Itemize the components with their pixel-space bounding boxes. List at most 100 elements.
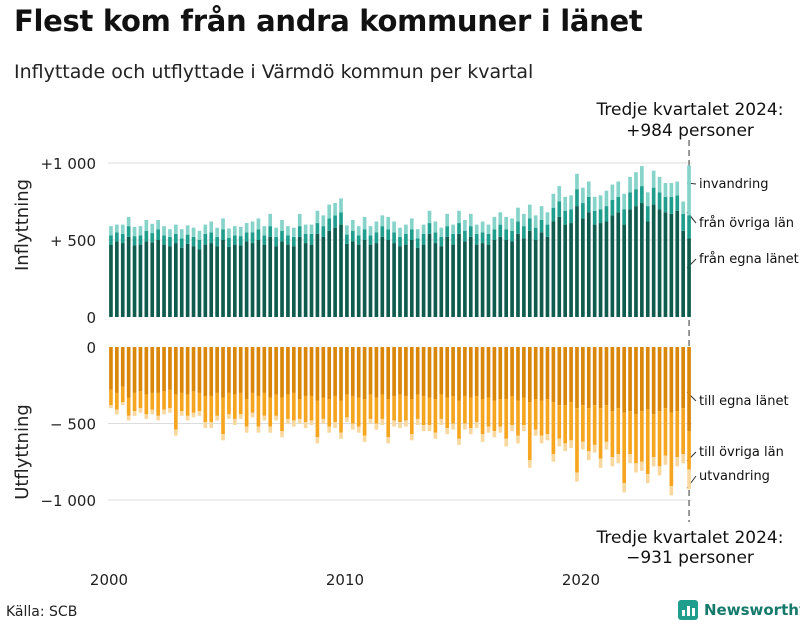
bar-segment-outflow-2 (126, 397, 131, 416)
bar-segment-inflow-2 (433, 232, 438, 244)
bar-segment-inflow-3 (604, 190, 609, 207)
bar-segment-inflow-2 (404, 233, 408, 245)
annotation-top-line2: +984 personer (626, 121, 754, 141)
bar-segment-inflow-1 (297, 236, 302, 317)
bar-segment-outflow-3 (598, 458, 603, 468)
bar-segment-inflow-3 (256, 218, 261, 230)
bar-segment-outflow-1 (244, 347, 249, 400)
bar-segment-outflow-2 (522, 397, 526, 426)
bar-segment-inflow-3 (592, 196, 597, 211)
bar-segment-outflow-1 (486, 347, 491, 398)
bar-segment-inflow-2 (421, 233, 426, 245)
bar-segment-outflow-1 (345, 347, 349, 395)
bar-segment-outflow-1 (356, 347, 361, 398)
bar-segment-outflow-3 (539, 435, 544, 444)
bar-segment-inflow-2 (645, 206, 650, 222)
bar-segment-outflow-2 (356, 397, 361, 427)
bar-segment-outflow-3 (468, 428, 473, 435)
bar-segment-inflow-2 (468, 226, 473, 237)
bar-segment-outflow-2 (392, 395, 396, 421)
bar-segment-outflow-2 (474, 395, 479, 422)
bar-segment-outflow-3 (592, 444, 597, 453)
bar-segment-inflow-2 (575, 189, 579, 207)
bar-segment-outflow-1 (138, 347, 143, 392)
bar-segment-inflow-3 (463, 219, 467, 231)
bar-segment-outflow-2 (463, 395, 467, 424)
annotation-top-line1: Tredje kvartalet 2024: (596, 100, 784, 120)
bar-segment-outflow-2 (634, 414, 638, 464)
bar-segment-inflow-1 (510, 241, 514, 317)
bar-segment-inflow-3 (545, 212, 550, 225)
bar-segment-outflow-3 (398, 421, 402, 429)
bar-segment-outflow-2 (280, 397, 284, 432)
bar-segment-inflow-2 (274, 236, 278, 247)
bar-segment-inflow-1 (645, 221, 650, 317)
bar-segment-outflow-3 (522, 425, 526, 432)
bar-segment-outflow-3 (138, 408, 143, 413)
bar-segment-inflow-2 (321, 226, 326, 237)
bar-segment-outflow-1 (474, 347, 479, 396)
bar-segment-inflow-2 (675, 195, 680, 211)
bar-segment-outflow-3 (345, 417, 349, 422)
bar-segment-outflow-2 (303, 395, 308, 422)
bar-segment-outflow-3 (156, 415, 160, 421)
bar-segment-inflow-1 (168, 246, 172, 317)
bar-segment-inflow-3 (409, 218, 414, 230)
bar-segment-outflow-2 (115, 392, 119, 410)
bar-segment-inflow-2 (634, 189, 638, 207)
bar-segment-outflow-1 (604, 347, 609, 406)
bar-segment-inflow-3 (539, 206, 544, 220)
bar-segment-inflow-2 (474, 233, 479, 245)
bar-segment-outflow-1 (398, 347, 402, 395)
bar-segment-outflow-1 (280, 347, 284, 398)
bar-segment-inflow-1 (628, 209, 632, 317)
bar-segment-outflow-2 (297, 399, 302, 419)
bar-segment-inflow-2 (604, 206, 609, 222)
bar-segment-inflow-2 (232, 235, 237, 245)
bar-segment-inflow-3 (327, 204, 332, 219)
bar-segment-inflow-3 (380, 215, 385, 227)
bar-segment-inflow-2 (569, 209, 573, 224)
series-label-out-other-county: till övriga län (699, 445, 784, 460)
bar-segment-inflow-1 (545, 236, 550, 317)
bar-segment-outflow-1 (504, 347, 509, 400)
bar-segment-outflow-2 (162, 391, 166, 410)
bar-segment-outflow-2 (592, 405, 597, 445)
bar-segment-outflow-1 (445, 347, 450, 398)
bar-segment-inflow-2 (463, 230, 467, 242)
bar-segment-outflow-2 (687, 431, 691, 470)
bar-segment-inflow-2 (197, 240, 202, 250)
bar-segment-outflow-2 (362, 399, 367, 436)
bar-segment-outflow-1 (321, 347, 326, 398)
bar-segment-outflow-3 (227, 414, 231, 419)
bar-segment-inflow-2 (168, 236, 172, 247)
bar-segment-inflow-3 (297, 213, 302, 227)
ytick-label-outflow: −1 000 (40, 492, 96, 510)
bar-segment-inflow-2 (510, 230, 514, 242)
chart-subtitle: Inflyttade och utflyttade i Värmdö kommu… (14, 61, 534, 83)
bar-segment-inflow-1 (185, 243, 190, 317)
bar-segment-outflow-3 (433, 432, 438, 439)
ytick-label-inflow: + 500 (50, 232, 96, 250)
bar-segment-inflow-2 (374, 232, 379, 244)
bar-segment-outflow-3 (681, 454, 685, 464)
bar-segment-outflow-2 (156, 392, 160, 416)
bar-segment-inflow-1 (392, 243, 396, 317)
bar-segment-outflow-2 (268, 397, 273, 427)
bar-segment-inflow-2 (445, 226, 450, 237)
bar-segment-inflow-3 (203, 224, 208, 234)
bar-segment-outflow-3 (185, 415, 190, 421)
bar-segment-outflow-3 (144, 414, 149, 419)
bar-segment-inflow-3 (174, 224, 178, 234)
bar-segment-inflow-1 (286, 244, 290, 317)
bar-segment-outflow-3 (445, 428, 450, 435)
bar-segment-inflow-2 (215, 236, 219, 247)
bar-segment-inflow-2 (640, 186, 644, 204)
bar-segment-outflow-1 (179, 347, 184, 393)
bar-segment-inflow-1 (309, 244, 314, 317)
bar-segment-inflow-3 (468, 213, 473, 227)
bar-segment-outflow-2 (681, 408, 685, 455)
bar-segment-inflow-1 (616, 212, 621, 317)
bar-segment-inflow-2 (386, 229, 391, 240)
bar-segment-outflow-3 (557, 438, 562, 447)
